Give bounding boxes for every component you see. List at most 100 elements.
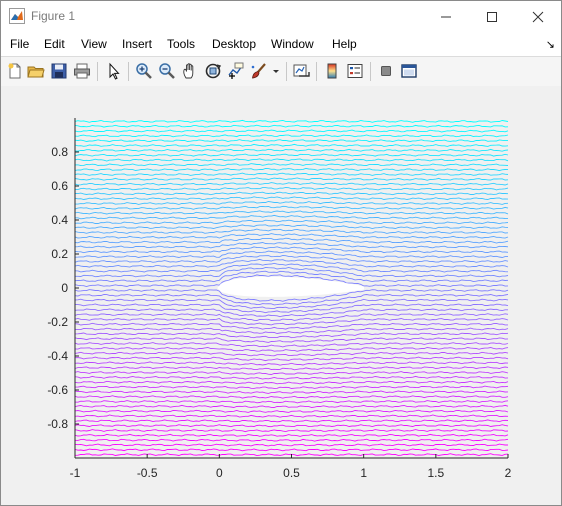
streamline xyxy=(74,347,509,352)
streamline xyxy=(74,351,509,357)
menu-insert[interactable]: Insert xyxy=(122,37,153,51)
chevron-down-icon xyxy=(273,70,279,73)
streamline xyxy=(74,356,509,362)
streamline xyxy=(74,270,509,283)
streamline xyxy=(74,172,509,176)
window-title: Figure 1 xyxy=(31,9,76,23)
streamline xyxy=(74,158,509,162)
streamline xyxy=(74,196,509,201)
streamline xyxy=(74,233,509,239)
close-button[interactable] xyxy=(515,1,561,32)
streamline xyxy=(74,119,509,123)
insert-colorbar-button[interactable] xyxy=(322,61,342,81)
data-cursor-button[interactable] xyxy=(226,61,246,81)
streamline xyxy=(74,366,509,371)
streamline xyxy=(74,274,509,287)
streamline xyxy=(74,242,509,249)
close-icon xyxy=(532,11,544,22)
x-tick-label: 1.5 xyxy=(427,466,444,480)
y-tick-label: -0.6 xyxy=(47,383,68,397)
streamline xyxy=(74,163,509,167)
streamline xyxy=(74,228,509,234)
insert-legend-button[interactable] xyxy=(345,61,365,81)
show-plot-tools-button[interactable] xyxy=(399,61,419,81)
streamline xyxy=(74,191,509,196)
pan-button[interactable] xyxy=(180,61,200,81)
streamline xyxy=(74,332,509,339)
edit-plot-button[interactable] xyxy=(104,61,124,81)
streamline-plot[interactable]: -1 -0.5 0 0.5 1 1.5 2 0.8 0.6 0.4 0.2 0 -0.2 -0.4 -0.… xyxy=(1,86,561,505)
maximize-button[interactable] xyxy=(469,1,515,32)
zoom-in-button[interactable] xyxy=(134,61,154,81)
brush-icon xyxy=(251,63,266,79)
toolbar-separator xyxy=(97,62,98,81)
colorbar-icon xyxy=(327,63,337,79)
streamline xyxy=(74,298,509,310)
menu-overflow-arrow[interactable]: ↘ xyxy=(545,39,555,51)
streamline xyxy=(74,143,509,147)
streamline xyxy=(74,246,509,254)
streamline xyxy=(74,313,509,321)
hide-plot-tools-button[interactable] xyxy=(376,61,396,81)
menu-window[interactable]: Window xyxy=(271,37,314,51)
menu-bar: File Edit View Insert Tools Desktop Wind… xyxy=(1,32,561,56)
streamline xyxy=(74,148,509,152)
x-tick-label: 1 xyxy=(360,466,367,480)
minimize-button[interactable] xyxy=(423,1,469,32)
show-plot-tools-icon xyxy=(401,64,417,78)
menu-view[interactable]: View xyxy=(81,37,107,51)
streamline xyxy=(74,219,509,225)
streamline xyxy=(74,210,509,215)
streamline xyxy=(74,448,509,452)
airfoil-obstacle xyxy=(217,276,365,297)
streamline xyxy=(74,433,509,437)
menu-edit[interactable]: Edit xyxy=(44,37,65,51)
x-tick-label: 2 xyxy=(505,466,512,480)
y-tick-label: -0.4 xyxy=(47,349,68,363)
hide-plot-tools-icon xyxy=(381,66,391,76)
print-icon xyxy=(74,63,90,79)
zoom-out-button[interactable] xyxy=(157,61,177,81)
open-file-icon xyxy=(27,66,45,78)
open-file-button[interactable] xyxy=(26,61,46,81)
streamline xyxy=(74,322,508,330)
y-tick-label: -0.8 xyxy=(47,417,68,431)
x-tick-label: 0 xyxy=(216,466,223,480)
new-figure-button[interactable] xyxy=(5,61,25,81)
rotate-3d-button[interactable] xyxy=(203,61,223,81)
matlab-icon xyxy=(9,8,25,24)
toolbar-separator xyxy=(370,62,371,81)
streamline xyxy=(74,205,509,210)
legend-icon xyxy=(347,64,363,78)
title-bar[interactable]: Figure 1 xyxy=(1,1,561,32)
toolbar-separator xyxy=(128,62,129,81)
brush-dropdown-button[interactable] xyxy=(270,61,282,81)
streamline xyxy=(74,318,509,326)
y-tick-label: 0.6 xyxy=(51,179,68,193)
streamline xyxy=(75,266,509,278)
maximize-icon xyxy=(487,11,497,22)
brush-button[interactable] xyxy=(249,61,269,81)
streamline xyxy=(75,201,509,205)
figure-canvas[interactable]: -1 -0.5 0 0.5 1 1.5 2 0.8 0.6 0.4 0.2 0 -0.2 -0.4 -0.… xyxy=(1,86,561,505)
streamline xyxy=(74,177,509,181)
menu-desktop[interactable]: Desktop xyxy=(212,37,257,51)
streamline xyxy=(75,214,509,220)
menu-tools[interactable]: Tools xyxy=(167,37,196,51)
save-button[interactable] xyxy=(49,61,69,81)
streamline xyxy=(74,289,509,302)
x-tick-label: -0.5 xyxy=(137,466,158,480)
streamline xyxy=(74,250,508,258)
streamline xyxy=(74,429,509,433)
rotate-3d-icon xyxy=(205,63,222,79)
streamline xyxy=(74,361,509,366)
streamline xyxy=(74,424,509,428)
minimize-icon xyxy=(441,16,451,17)
streamline xyxy=(74,342,509,348)
link-plot-button[interactable] xyxy=(291,61,311,81)
pan-icon xyxy=(183,63,194,79)
menu-file[interactable]: File xyxy=(10,37,30,51)
print-button[interactable] xyxy=(72,61,92,81)
streamline xyxy=(74,153,509,157)
menu-help[interactable]: Help xyxy=(332,37,357,51)
